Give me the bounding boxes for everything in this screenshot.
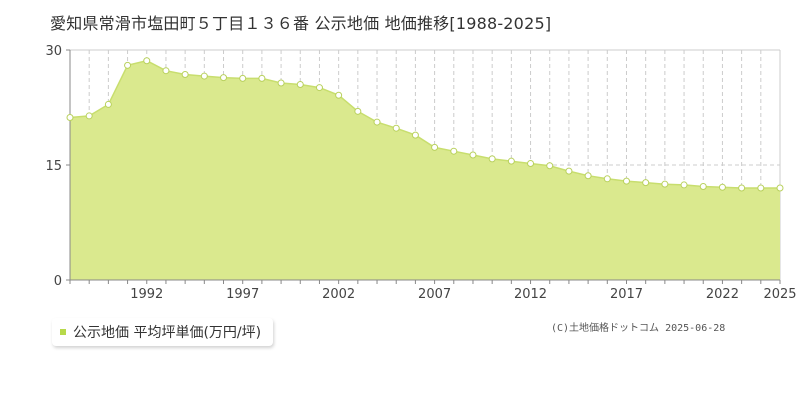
copyright-credit: (C)土地価格ドットコム 2025-06-28 bbox=[551, 323, 726, 334]
x-tick-label: 2025 bbox=[763, 287, 796, 302]
data-point bbox=[757, 184, 765, 192]
axes bbox=[66, 49, 781, 284]
data-point bbox=[584, 172, 592, 180]
y-tick-label: 30 bbox=[45, 44, 62, 59]
data-point bbox=[66, 113, 74, 121]
legend-label: 公示地価 平均坪単価(万円/坪) bbox=[73, 325, 262, 341]
x-tick-label: 2017 bbox=[610, 287, 643, 302]
data-point bbox=[85, 112, 93, 120]
data-point bbox=[104, 100, 112, 108]
data-point bbox=[162, 67, 170, 75]
data-point bbox=[680, 181, 688, 189]
data-point bbox=[258, 74, 266, 82]
x-tick-label: 1997 bbox=[226, 287, 259, 302]
data-point bbox=[527, 159, 535, 167]
x-tick-label: 2012 bbox=[514, 287, 547, 302]
data-point bbox=[603, 175, 611, 183]
chart-title: 愛知県常滑市塩田町５丁目１３６番 公示地価 地価推移[1988-2025] bbox=[50, 14, 552, 33]
data-point bbox=[124, 61, 132, 69]
data-point bbox=[315, 84, 323, 92]
data-point bbox=[642, 179, 650, 187]
data-point bbox=[431, 143, 439, 151]
x-tick-label: 2002 bbox=[322, 287, 355, 302]
data-point bbox=[450, 147, 458, 155]
data-point bbox=[239, 74, 247, 82]
y-tick-label: 15 bbox=[45, 159, 62, 174]
data-point bbox=[181, 71, 189, 79]
data-point bbox=[738, 184, 746, 192]
data-point bbox=[718, 183, 726, 191]
data-point bbox=[699, 182, 707, 190]
x-tick-label: 1992 bbox=[130, 287, 163, 302]
data-point bbox=[277, 79, 285, 87]
data-point bbox=[143, 57, 151, 65]
data-point bbox=[622, 177, 630, 185]
data-point bbox=[220, 74, 228, 82]
data-point bbox=[776, 184, 784, 192]
data-point bbox=[354, 107, 362, 115]
data-point bbox=[411, 131, 419, 139]
data-point bbox=[546, 162, 554, 170]
data-point bbox=[335, 91, 343, 99]
data-point bbox=[488, 155, 496, 163]
data-points bbox=[66, 57, 784, 192]
x-tick-label: 2007 bbox=[418, 287, 451, 302]
data-point bbox=[661, 180, 669, 188]
data-point bbox=[469, 151, 477, 159]
data-point bbox=[373, 118, 381, 126]
legend: 公示地価 平均坪単価(万円/坪) bbox=[52, 318, 274, 346]
data-point bbox=[565, 167, 573, 175]
data-point bbox=[507, 157, 515, 165]
data-point bbox=[200, 72, 208, 80]
legend-swatch bbox=[60, 329, 66, 335]
y-tick-label: 0 bbox=[54, 274, 62, 289]
tick-labels: 0 15 30 1992 1997 2002 2007 2012 2017 2022 2025 bbox=[45, 44, 796, 302]
price-area bbox=[70, 60, 780, 281]
x-tick-label: 2022 bbox=[706, 287, 739, 302]
data-point bbox=[392, 124, 400, 132]
data-point bbox=[296, 81, 304, 88]
